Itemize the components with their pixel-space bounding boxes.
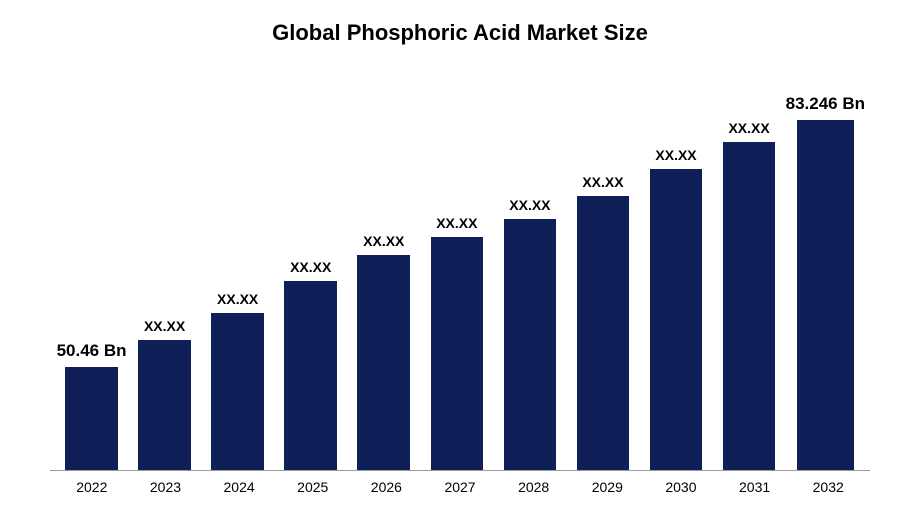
chart-title: Global Phosphoric Acid Market Size	[50, 20, 870, 46]
bar-value-label: XX.XX	[144, 318, 185, 334]
bar-group: XX.XX	[640, 66, 713, 470]
x-axis-label: 2027	[423, 479, 497, 495]
bar-group: XX.XX	[128, 66, 201, 470]
bar	[211, 313, 264, 470]
bar-group: XX.XX	[201, 66, 274, 470]
x-axis: 2022202320242025202620272028202920302031…	[50, 471, 870, 495]
bar-group: XX.XX	[493, 66, 566, 470]
bar	[650, 169, 703, 470]
bar	[723, 142, 776, 470]
x-axis-label: 2030	[644, 479, 718, 495]
bar-value-label: XX.XX	[655, 147, 696, 163]
bar-value-label: XX.XX	[436, 215, 477, 231]
x-axis-label: 2023	[129, 479, 203, 495]
bar	[577, 196, 630, 470]
bar-value-label: XX.XX	[509, 197, 550, 213]
x-axis-label: 2031	[718, 479, 792, 495]
bar-group: XX.XX	[566, 66, 639, 470]
bar-value-label: XX.XX	[728, 120, 769, 136]
bar	[284, 281, 337, 470]
x-axis-label: 2026	[350, 479, 424, 495]
bar-group: XX.XX	[713, 66, 786, 470]
bar-value-label: 83.246 Bn	[786, 94, 865, 114]
bar	[504, 219, 557, 470]
x-axis-label: 2029	[570, 479, 644, 495]
bar	[797, 120, 854, 470]
bar	[138, 340, 191, 470]
bar-value-label: XX.XX	[582, 174, 623, 190]
bar-value-label: XX.XX	[290, 259, 331, 275]
bar	[431, 237, 484, 470]
bar	[357, 255, 410, 470]
x-axis-label: 2022	[55, 479, 129, 495]
bar-value-label: 50.46 Bn	[57, 341, 127, 361]
bar-value-label: XX.XX	[217, 291, 258, 307]
bar-group: 83.246 Bn	[786, 66, 865, 470]
plot-area: 50.46 Bn XX.XX XX.XX XX.XX XX.XX XX.XX XX.XX XX…	[50, 66, 870, 471]
bar-group: XX.XX	[420, 66, 493, 470]
bar-group: 50.46 Bn	[55, 66, 128, 470]
bar-group: XX.XX	[274, 66, 347, 470]
bar-group: XX.XX	[347, 66, 420, 470]
x-axis-label: 2025	[276, 479, 350, 495]
bar	[65, 367, 118, 470]
x-axis-label: 2032	[791, 479, 865, 495]
x-axis-label: 2028	[497, 479, 571, 495]
x-axis-label: 2024	[202, 479, 276, 495]
chart-container: Global Phosphoric Acid Market Size 50.46…	[0, 0, 900, 525]
bar-value-label: XX.XX	[363, 233, 404, 249]
